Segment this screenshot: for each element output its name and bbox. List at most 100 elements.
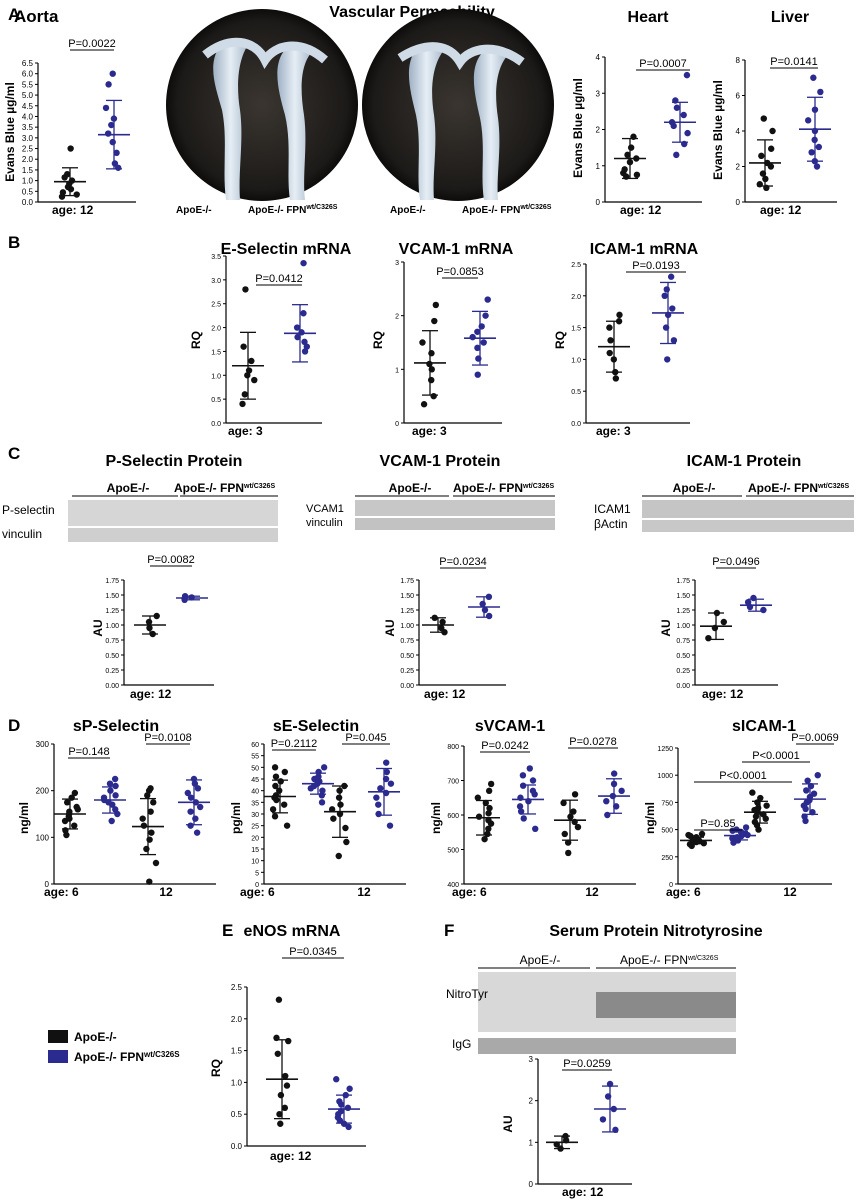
data-point — [606, 349, 613, 357]
group-label: age: 12 — [52, 203, 94, 217]
data-point — [803, 787, 810, 794]
group-label: age: 12 — [270, 1149, 312, 1163]
y-tick-label: 0.00 — [105, 683, 119, 690]
photo-label-right-fpn: ApoE-/- FPNwt/C326S — [462, 204, 552, 216]
data-point — [667, 273, 675, 280]
legend-swatch-apoe — [48, 1030, 68, 1043]
y-tick-label: 1.5 — [231, 1047, 243, 1056]
data-point — [145, 618, 153, 626]
y-tick-label: 25 — [251, 824, 259, 831]
chart-icamprot: ICAM-1 Protein 0.00 0.25 0.50 0.75 1.00 1.25 1.… — [659, 453, 801, 701]
data-point — [485, 825, 492, 832]
chart-title: sE-Selectin — [273, 718, 359, 735]
chart-vcamprot: VCAM-1 Protein 0.00 0.25 0.50 0.75 1.00 1.25 1.… — [380, 453, 506, 701]
group-label: age: 3 — [412, 424, 447, 438]
y-tick-label: 0.5 — [22, 187, 34, 196]
data-point — [280, 801, 288, 808]
y-axis-label: RQ — [553, 331, 567, 349]
data-point — [108, 121, 115, 129]
blot-band-strip-1 — [68, 500, 278, 526]
y-tick-label: 2.0 — [22, 155, 34, 164]
pvalue-label: P=0.2112 — [271, 738, 318, 750]
panel-letter-a: A — [8, 5, 20, 24]
data-point — [474, 794, 482, 801]
aorta-vessel-fpn — [277, 45, 312, 200]
blot-group2-text: ApoE-/- FPN — [620, 953, 688, 967]
pvalue-label: P=0.0853 — [436, 266, 483, 278]
data-point — [59, 189, 67, 196]
y-tick-label: 0 — [736, 198, 741, 207]
data-point — [343, 838, 350, 846]
data-point — [571, 791, 579, 798]
blot-group1-label: ApoE-/- — [520, 953, 561, 967]
y-tick-label: 1.50 — [105, 593, 119, 600]
chart-pselprot: P-Selectin Protein 0.00 0.25 0.50 0.75 1.00 1.… — [91, 453, 242, 701]
y-tick-label: 2.5 — [231, 983, 243, 992]
data-point — [431, 317, 438, 325]
y-tick-label: 0 — [395, 421, 399, 428]
y-axis-label: AU — [659, 619, 673, 636]
y-tick-label: 0 — [529, 1180, 534, 1189]
data-point — [346, 1085, 353, 1092]
y-tick-label: 1250 — [657, 746, 673, 753]
data-point — [627, 144, 635, 151]
data-point — [269, 806, 277, 813]
y-tick-label: 35 — [251, 800, 259, 807]
data-point — [248, 357, 255, 365]
blot-group1-label: ApoE-/- — [107, 481, 150, 495]
pvalue-label: P=0.85 — [700, 818, 735, 830]
pvalue-label: P<0.0001 — [719, 770, 766, 782]
data-point — [808, 149, 815, 156]
data-point — [430, 392, 437, 400]
y-tick-label: 0 — [596, 198, 601, 207]
y-tick-label: 0.5 — [211, 397, 221, 404]
y-tick-label: 2.5 — [22, 145, 34, 154]
panel-letter-b: B — [8, 233, 20, 252]
vascular-permeability-photos: Vascular Permeability ApoE-/- ApoE-/- FP… — [166, 4, 554, 216]
aorta-photo-left — [166, 9, 358, 201]
y-axis-label: AU — [383, 619, 397, 636]
data-point — [386, 822, 394, 829]
y-axis-label: RQ — [189, 331, 203, 349]
data-point — [684, 129, 691, 137]
chart-sicam: sICAM-1 0 250 500 750 1000 1250 ng/ml P=0.85 P<0.… — [643, 718, 839, 899]
chart-enos: eNOS mRNA 0.0 0.5 1.0 1.5 2.0 2.5 RQ P=0.0345 age… — [209, 923, 366, 1163]
chart-title: VCAM-1 mRNA — [399, 241, 514, 258]
data-point — [111, 160, 119, 167]
data-point — [242, 286, 249, 293]
y-axis-label: Evans Blue µg/ml — [3, 82, 17, 182]
y-tick-label: 8 — [736, 56, 741, 65]
pvalue-label: P=0.0082 — [147, 554, 194, 566]
y-tick-label: 3 — [596, 89, 601, 98]
blot-band-strip-1 — [642, 500, 854, 518]
legend-label-fpn-sup: wt/C326S — [143, 1050, 180, 1059]
data-point — [428, 376, 435, 384]
pvalue-label: P=0.0193 — [632, 260, 679, 272]
y-tick-label: 40 — [251, 789, 259, 796]
group-label: 12 — [357, 885, 371, 899]
data-point — [375, 810, 382, 818]
y-tick-label: 2 — [596, 126, 601, 135]
data-point — [618, 787, 625, 795]
data-point — [663, 286, 670, 293]
y-tick-label: 1.00 — [400, 623, 414, 630]
data-point — [193, 829, 201, 836]
chart-icam: ICAM-1 mRNA 0.0 0.5 1.0 1.5 2.0 2.5 RQ P=0.0193 a… — [553, 241, 699, 438]
aorta-vessel-fpn-right — [473, 50, 508, 200]
data-point — [532, 825, 539, 832]
data-point — [469, 333, 476, 341]
y-tick-label: 50 — [251, 765, 259, 772]
data-point — [301, 338, 308, 346]
pvalue-label: P=0.0141 — [770, 56, 817, 68]
data-point — [105, 81, 112, 88]
data-point — [112, 782, 119, 790]
y-tick-label: 0.75 — [105, 638, 119, 645]
y-tick-label: 2 — [529, 1097, 534, 1106]
aorta-vessel-apoe — [213, 40, 248, 200]
data-point — [106, 780, 114, 787]
data-point — [526, 765, 533, 772]
data-point — [63, 799, 71, 806]
data-point — [517, 808, 525, 815]
data-point — [192, 815, 199, 822]
blot-group1-label: ApoE-/- — [673, 481, 716, 495]
